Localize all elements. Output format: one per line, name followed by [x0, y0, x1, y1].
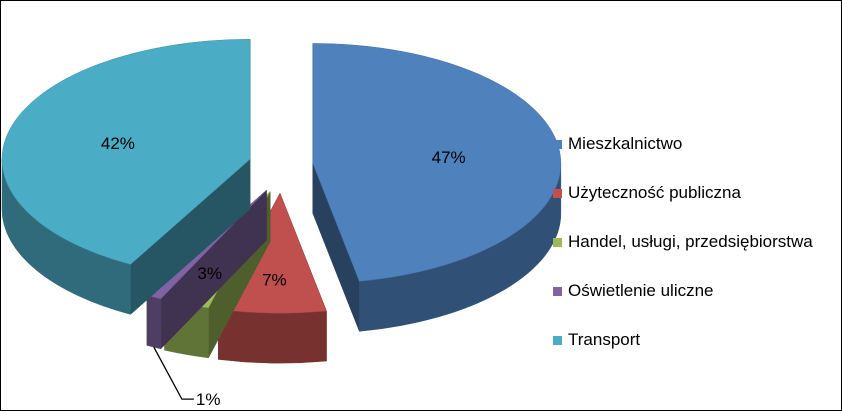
- legend: Mieszkalnictwo Użyteczność publiczna Han…: [553, 134, 842, 379]
- legend-label: Oświetlenie uliczne: [568, 281, 714, 300]
- slice-side: [218, 309, 327, 364]
- legend-label: Handel, usługi, przedsiębiorstwa: [568, 232, 813, 251]
- data-label: 3%: [197, 264, 222, 283]
- pie-slice: [312, 43, 562, 332]
- legend-swatch: [553, 336, 562, 345]
- slice-top: [312, 43, 562, 282]
- leader-line: [153, 346, 194, 400]
- slice-side: [146, 295, 162, 350]
- data-label: 47%: [432, 148, 466, 167]
- pie-slice: [1, 38, 251, 315]
- slice-top: [1, 38, 251, 265]
- data-label: 1%: [196, 390, 221, 409]
- legend-swatch: [553, 287, 562, 296]
- legend-label: Użyteczność publiczna: [568, 183, 741, 202]
- legend-item-oswietlenie: Oświetlenie uliczne: [553, 281, 842, 330]
- legend-swatch: [553, 189, 562, 198]
- legend-item-mieszkalnictwo: Mieszkalnictwo: [553, 134, 842, 183]
- legend-label: Transport: [568, 330, 641, 349]
- legend-item-handel: Handel, usługi, przedsiębiorstwa: [553, 232, 842, 281]
- data-label: 42%: [101, 134, 135, 153]
- legend-item-uzytecznosc-publiczna: Użyteczność publiczna: [553, 183, 842, 232]
- legend-label: Mieszkalnictwo: [568, 134, 683, 153]
- data-label: 7%: [262, 271, 287, 290]
- legend-item-transport: Transport: [553, 330, 842, 379]
- legend-swatch: [553, 140, 562, 149]
- legend-swatch: [553, 238, 562, 247]
